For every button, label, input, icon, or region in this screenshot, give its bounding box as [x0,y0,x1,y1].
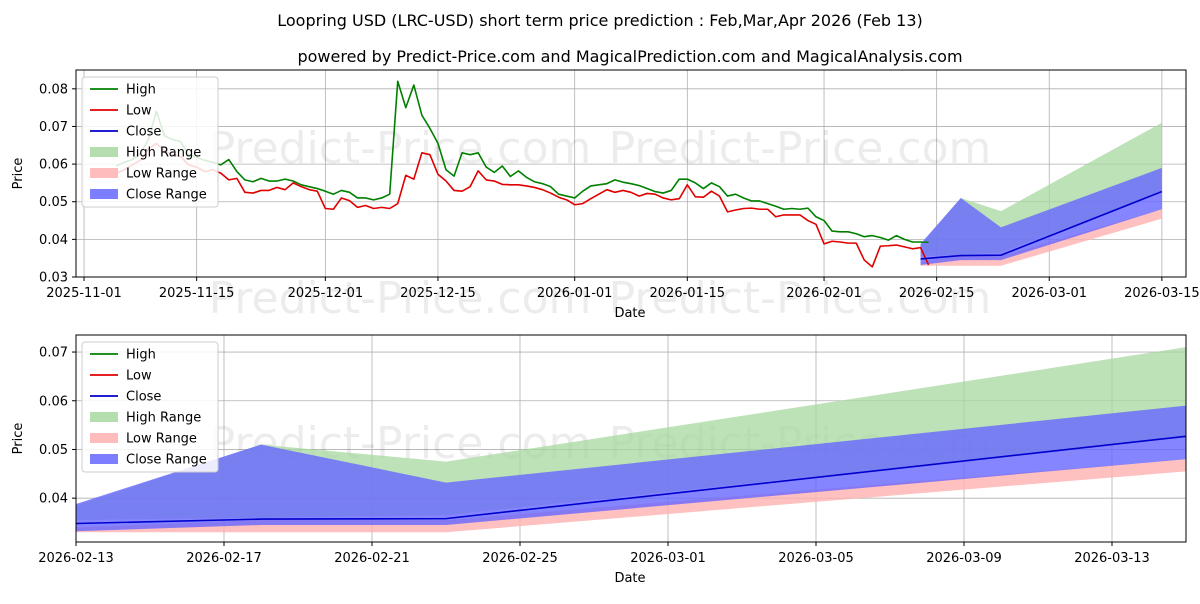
x-tick-label: 2026-01-15 [650,286,726,301]
close-range-band [76,405,1186,532]
watermark-text: Predict-Price.com [209,273,592,324]
legend-label: High Range [126,146,201,161]
legend-patch-swatch [90,433,118,443]
x-tick-label: 2026-03-05 [778,551,854,566]
legend-label: High [126,348,156,363]
watermark-text: Predict-Price.com [609,273,992,324]
legend-label: Low Range [126,167,197,182]
x-tick-label: 2026-02-01 [786,286,862,301]
x-tick-label: 2026-03-15 [1124,286,1200,301]
watermark-text: Predict-Price.com [209,123,592,174]
close-series-line [76,435,1186,525]
y-axis: 0.03 0.04 0.05 0.06 0.07 0.08 [39,82,76,286]
y-tick-label: 0.05 [39,195,68,210]
close-range-band [920,167,1162,265]
y-tick-label: 0.06 [39,158,68,173]
y-tick-label: 0.04 [39,492,68,507]
legend-label: Low Range [126,432,197,447]
x-tick-label: 2026-03-09 [926,551,1002,566]
plot-area [115,80,1163,268]
x-axis: 2025-11-01 2025-11-15 2025-12-01 2025-12-15… [46,277,1200,301]
legend: High Low Close High Range Low Range Close Ran… [81,76,219,208]
legend-patch-swatch [90,168,118,178]
x-tick-label: 2025-12-01 [288,286,364,301]
legend-label: Close [126,390,161,405]
y-axis-label: Price [11,423,26,455]
y-tick-label: 0.04 [39,233,68,248]
x-tick-label: 2026-03-01 [630,551,706,566]
legend-label: Close [126,125,161,140]
x-tick-label: 2025-11-01 [46,286,122,301]
y-tick-label: 0.07 [39,120,68,135]
legend-label: Low [126,104,152,119]
low-series-line [115,142,930,268]
overview-chart: Predict-Price.com Predict-Price.com Predic… [11,69,1200,324]
y-axis-label: Price [11,158,26,190]
x-tick-label: 2026-01-01 [537,286,613,301]
legend: High Low Close High Range Low Range Close Ran… [81,341,219,473]
x-tick-label: 2025-11-15 [159,286,235,301]
close-series-line [920,190,1163,260]
legend-label: Low [126,369,152,384]
y-tick-label: 0.06 [39,394,68,409]
legend-label: High Range [126,411,201,426]
axes-frame [75,334,1187,543]
watermark: Predict-Price.com Predict-Price.com Predic… [209,123,992,324]
x-tick-label: 2026-02-15 [899,286,975,301]
watermark-text: Predict-Price.com [609,123,992,174]
x-tick-label: 2025-12-15 [400,286,476,301]
axes-frame [75,69,1187,278]
x-axis-label: Date [614,571,645,586]
chart-title: Loopring USD (LRC-USD) short term price … [277,11,923,30]
x-tick-label: 2026-02-13 [38,551,114,566]
x-tick-label: 2026-03-01 [1011,286,1087,301]
y-tick-label: 0.03 [39,271,68,286]
legend-label: Close Range [126,453,207,468]
high-series-line [115,80,929,244]
y-tick-label: 0.08 [39,82,68,97]
legend-label: High [126,83,156,98]
legend-patch-swatch [90,454,118,464]
y-tick-label: 0.07 [39,346,68,361]
x-axis-label: Date [614,306,645,321]
x-tick-label: 2026-02-17 [186,551,262,566]
chart-subtitle: powered by Predict-Price.com and Magical… [297,47,962,66]
zoom-chart: Predict-Price.comPredict-Price.com2026-0… [11,334,1187,586]
legend-patch-swatch [90,189,118,199]
y-axis: 0.04 0.05 0.06 0.07 [39,346,76,507]
x-tick-label: 2026-02-25 [482,551,558,566]
plot-area [76,347,1186,533]
x-tick-label: 2026-02-21 [334,551,410,566]
legend-patch-swatch [90,412,118,422]
legend-label: Close Range [126,188,207,203]
x-axis: 2026-02-13 2026-02-17 2026-02-21 2026-02-25… [38,542,1150,566]
legend-patch-swatch [90,147,118,157]
y-tick-label: 0.05 [39,443,68,458]
x-tick-label: 2026-03-13 [1074,551,1150,566]
